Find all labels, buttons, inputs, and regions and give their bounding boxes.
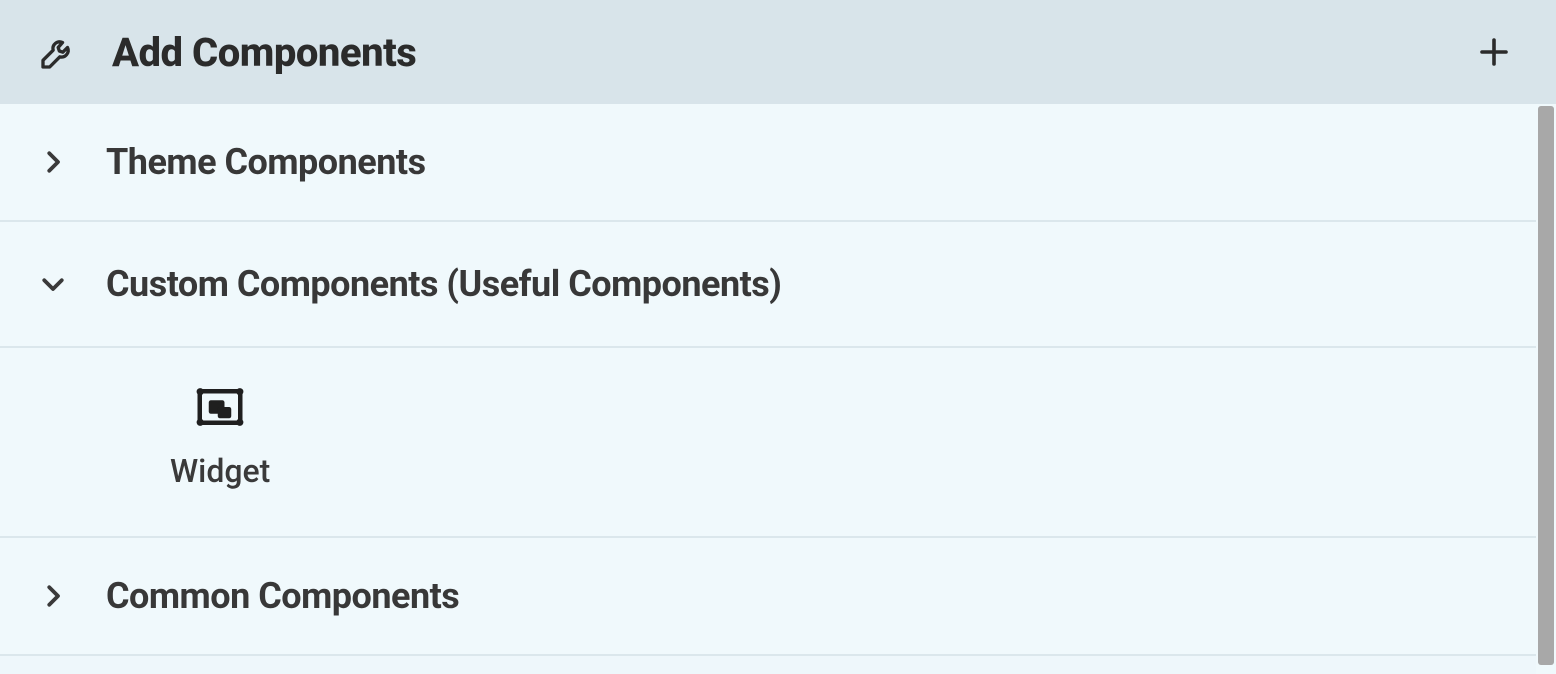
section-custom-components[interactable]: Custom Components (Useful Components) (0, 222, 1536, 348)
section-label: Custom Components (Useful Components) (106, 263, 781, 305)
scrollbar-thumb[interactable] (1538, 106, 1554, 665)
panel-header: Add Components (0, 0, 1556, 104)
section-label: Common Components (106, 575, 459, 617)
sections-scroll-area: Theme Components Custom Components (Usef… (0, 104, 1556, 674)
chevron-down-icon (36, 267, 70, 301)
section-common-components[interactable]: Common Components (0, 538, 1536, 656)
add-button[interactable] (1474, 32, 1514, 72)
chevron-right-icon (36, 579, 70, 613)
section-label: Theme Components (106, 141, 426, 183)
custom-components-items: Widget (0, 348, 1536, 538)
section-theme-components[interactable]: Theme Components (0, 104, 1536, 222)
wrench-icon (36, 30, 80, 74)
component-widget[interactable]: Widget (170, 378, 270, 490)
component-label: Widget (170, 452, 270, 490)
sections-list: Theme Components Custom Components (Usef… (0, 104, 1536, 674)
chevron-right-icon (36, 145, 70, 179)
scrollbar[interactable] (1536, 104, 1556, 674)
widget-icon (191, 378, 249, 436)
panel-title: Add Components (112, 29, 1474, 76)
add-components-panel: Add Components Theme Components (0, 0, 1556, 674)
